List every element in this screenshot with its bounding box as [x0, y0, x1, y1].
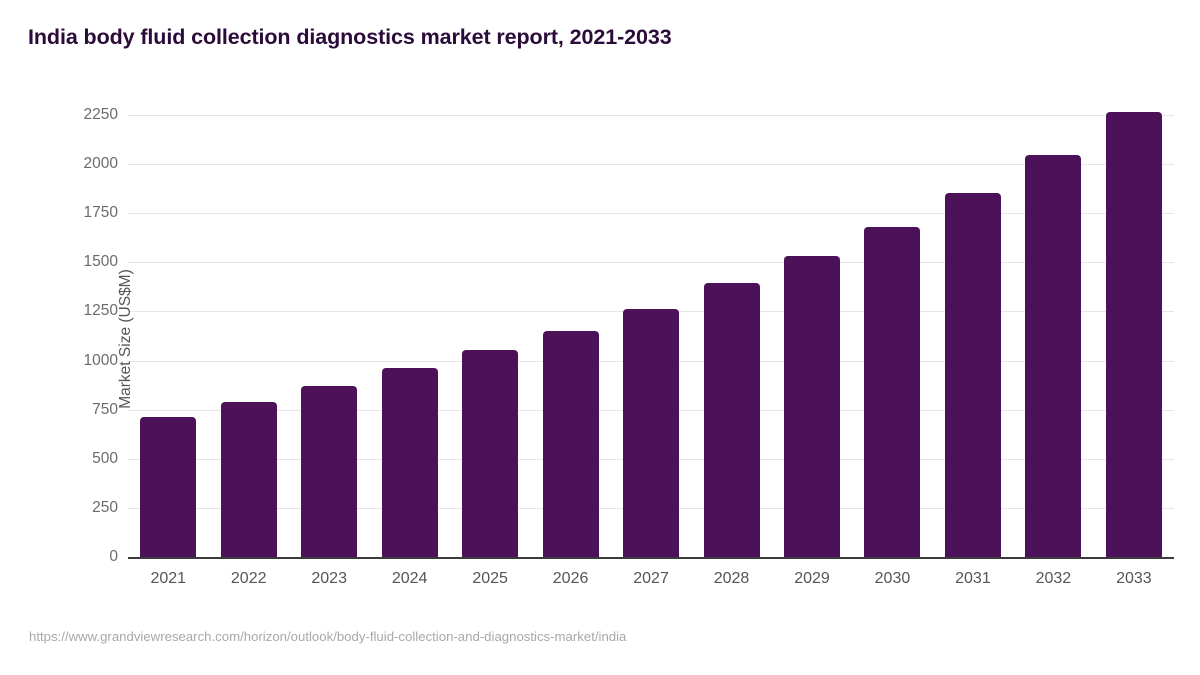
- bar-series: [128, 112, 1174, 557]
- bar-slot: [611, 115, 691, 557]
- bar[interactable]: [623, 308, 680, 557]
- y-tick-label: 1750: [83, 204, 118, 222]
- bar-slot: [289, 115, 369, 557]
- x-axis-ticks: 2021 2022 2023 2024 2025 2026 2027 2028 2029 2030…: [128, 570, 1174, 588]
- y-tick-label: 1250: [83, 302, 118, 320]
- bar-slot: [208, 115, 288, 557]
- x-tick-label: 2023: [311, 570, 347, 587]
- y-tick-label: 250: [92, 498, 118, 516]
- x-tick-label: 2024: [391, 570, 428, 587]
- bar[interactable]: [301, 385, 358, 557]
- gridline: [128, 262, 1174, 264]
- bar-slot: [369, 115, 449, 557]
- bar[interactable]: [944, 192, 1001, 557]
- bar-slot: [128, 115, 208, 557]
- y-tick-label: 1500: [83, 253, 118, 271]
- x-axis-line: [128, 557, 1174, 559]
- x-tick-label: 2025: [472, 570, 508, 587]
- x-tick-label: 2028: [713, 570, 750, 587]
- bar-slot: [530, 115, 610, 557]
- x-tick-label: 2027: [633, 570, 669, 587]
- page-title: India body fluid collection diagnostics …: [28, 25, 672, 49]
- gridline: [128, 115, 1174, 116]
- bar-slot: [852, 115, 932, 557]
- y-tick-label: 2250: [83, 106, 118, 123]
- y-tick-label: 750: [92, 400, 118, 418]
- bar[interactable]: [542, 330, 599, 557]
- bar[interactable]: [220, 401, 277, 557]
- x-tick-label: 2031: [955, 570, 991, 587]
- bar-slot: [691, 115, 771, 557]
- bar[interactable]: [1105, 112, 1162, 557]
- bar-slot: [450, 115, 530, 557]
- y-tick-label: 500: [92, 449, 118, 467]
- source-url[interactable]: https://www.grandviewresearch.com/horizo…: [29, 629, 627, 644]
- gridline: [128, 213, 1174, 215]
- y-tick-label: 0: [109, 548, 118, 565]
- x-tick-label: 2021: [150, 570, 187, 587]
- y-tick-label: 1000: [83, 351, 118, 369]
- x-tick-label: 2032: [1035, 570, 1072, 587]
- bar[interactable]: [864, 226, 921, 557]
- x-tick-label: 2022: [230, 570, 267, 587]
- x-tick-label: 2033: [1116, 570, 1152, 587]
- bar-slot: [1094, 112, 1174, 557]
- bar-slot: [1013, 115, 1093, 557]
- x-tick-label: 2029: [794, 570, 830, 587]
- bar-slot: [933, 115, 1013, 557]
- y-tick-label: 2000: [83, 155, 118, 173]
- gridline: [128, 164, 1174, 166]
- x-tick-label: 2026: [552, 570, 589, 587]
- bar[interactable]: [381, 368, 438, 557]
- bar[interactable]: [1025, 154, 1082, 557]
- bar-slot: [772, 115, 852, 557]
- bar[interactable]: [462, 349, 519, 557]
- bar[interactable]: [703, 283, 760, 557]
- bar[interactable]: [783, 256, 840, 557]
- x-tick-label: 2030: [874, 570, 911, 587]
- bar[interactable]: [140, 416, 197, 557]
